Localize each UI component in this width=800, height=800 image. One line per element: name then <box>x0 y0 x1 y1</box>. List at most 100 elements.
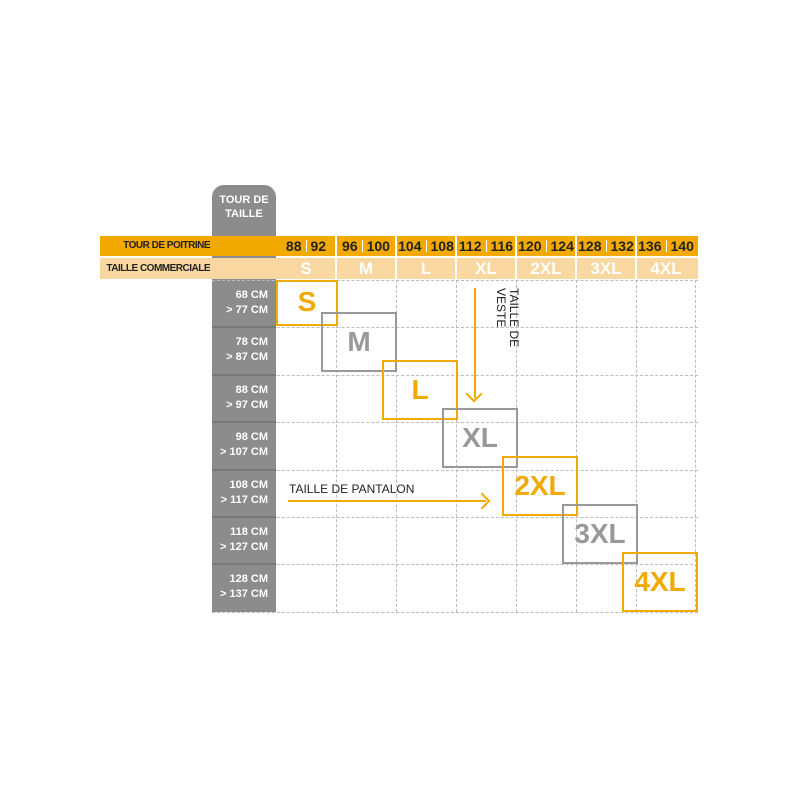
waist-max: > 137 CM <box>220 588 268 600</box>
chest-value: 92 <box>310 238 327 254</box>
waist-header: TOUR DE TAILLE <box>212 193 276 221</box>
chest-cell: 88 92 <box>276 236 336 256</box>
chest-value: 104 <box>398 238 422 254</box>
jacket-label: TAILLE DE VESTE <box>494 288 521 348</box>
size-cell: M <box>358 259 374 278</box>
grid-line-horizontal <box>212 612 698 613</box>
size-cell: XL <box>475 259 497 278</box>
chest-cell: 112 116 <box>456 236 516 256</box>
chest-value: 108 <box>430 238 454 254</box>
column-separator <box>455 258 457 279</box>
chest-row: TOUR DE POITRINE 88 92 96 100 104 108 112 116 12… <box>100 236 698 256</box>
grid-line-vertical <box>456 280 457 612</box>
chest-separator <box>305 240 307 252</box>
grid-line-vertical <box>695 280 696 612</box>
waist-max: > 117 CM <box>220 494 268 506</box>
chest-value: 120 <box>518 238 542 254</box>
waist-max: > 97 CM <box>226 399 268 411</box>
grid-line-vertical <box>396 280 397 612</box>
size-box-4xl: 4XL <box>622 552 698 612</box>
grid-line-horizontal <box>212 517 698 518</box>
column-separator <box>515 258 517 279</box>
waist-range: 98 CM > 107 CM <box>212 430 268 460</box>
size-cell: 2XL <box>530 259 562 278</box>
grid-line-horizontal <box>212 422 698 423</box>
chest-value: 100 <box>366 238 390 254</box>
chest-value: 112 <box>458 238 482 254</box>
chest-value: 132 <box>610 238 634 254</box>
row-divider <box>212 469 276 471</box>
size-row: TAILLE COMMERCIALE S M L XL 2XL 3XL 4XL <box>100 258 698 279</box>
size-box-2xl: 2XL <box>502 456 578 516</box>
waist-min: 78 CM <box>235 336 268 348</box>
waist-range: 108 CM > 117 CM <box>212 478 268 508</box>
chest-cell: 136 140 <box>636 236 696 256</box>
waist-column <box>212 185 276 612</box>
size-label: TAILLE COMMERCIALE <box>106 263 210 274</box>
size-box-l: L <box>382 360 458 420</box>
size-box-m: M <box>321 312 397 372</box>
size-cell: L <box>420 259 432 278</box>
chest-label: TOUR DE POITRINE <box>123 240 210 251</box>
chest-value: 96 <box>342 238 358 254</box>
waist-max: > 77 CM <box>226 304 268 316</box>
column-separator <box>395 258 397 279</box>
waist-range: 78 CM > 87 CM <box>212 335 268 365</box>
waist-range: 68 CM > 77 CM <box>212 288 268 318</box>
chest-value: 128 <box>578 238 602 254</box>
row-divider <box>212 516 276 518</box>
column-separator <box>575 258 577 279</box>
chest-value: 124 <box>550 238 574 254</box>
column-separator <box>335 258 337 279</box>
grid-line-horizontal <box>212 375 698 376</box>
grid-line-horizontal <box>212 564 698 565</box>
waist-min: 68 CM <box>235 289 268 301</box>
chest-cell: 104 108 <box>396 236 456 256</box>
grid-line-vertical <box>336 280 337 612</box>
pants-label: TAILLE DE PANTALON <box>289 482 415 496</box>
grid-line-horizontal <box>212 280 698 281</box>
row-divider <box>212 374 276 376</box>
chest-value: 140 <box>670 238 694 254</box>
grid-line-horizontal <box>212 327 698 328</box>
waist-range: 88 CM > 97 CM <box>212 383 268 413</box>
size-cell: S <box>300 259 312 278</box>
waist-max: > 87 CM <box>226 351 268 363</box>
size-box-3xl: 3XL <box>562 504 638 564</box>
chest-separator <box>605 240 607 252</box>
size-box-xl: XL <box>442 408 518 468</box>
waist-max: > 107 CM <box>220 446 268 458</box>
waist-min: 88 CM <box>235 384 268 396</box>
column-separator <box>635 258 637 279</box>
chest-separator <box>665 240 667 252</box>
waist-range: 118 CM > 127 CM <box>212 525 268 555</box>
chest-separator <box>425 240 427 252</box>
column-separator <box>515 236 517 256</box>
waist-min: 128 CM <box>229 573 268 585</box>
chest-value: 116 <box>490 238 514 254</box>
pants-arrow <box>288 500 486 502</box>
chest-cell: 120 124 <box>516 236 576 256</box>
chest-cell: 96 100 <box>336 236 396 256</box>
waist-min: 118 CM <box>230 526 268 538</box>
chest-separator <box>485 240 487 252</box>
size-box-s: S <box>276 280 338 326</box>
grid-line-vertical <box>636 280 637 612</box>
chest-separator <box>361 240 363 252</box>
size-cell: 3XL <box>590 259 622 278</box>
row-divider <box>212 421 276 423</box>
waist-range: 128 CM > 137 CM <box>212 572 268 602</box>
pants-arrowhead <box>473 492 491 510</box>
column-separator <box>335 236 337 256</box>
row-divider <box>212 563 276 565</box>
size-cell: 4XL <box>650 259 682 278</box>
column-separator <box>455 236 457 256</box>
row-divider <box>212 326 276 328</box>
grid-line-horizontal <box>212 470 698 471</box>
jacket-arrowhead <box>465 385 483 403</box>
waist-min: 98 CM <box>235 431 268 443</box>
column-separator <box>635 236 637 256</box>
waist-max: > 127 CM <box>220 541 268 553</box>
waist-header-line: TAILLE <box>225 208 263 220</box>
column-separator <box>575 236 577 256</box>
